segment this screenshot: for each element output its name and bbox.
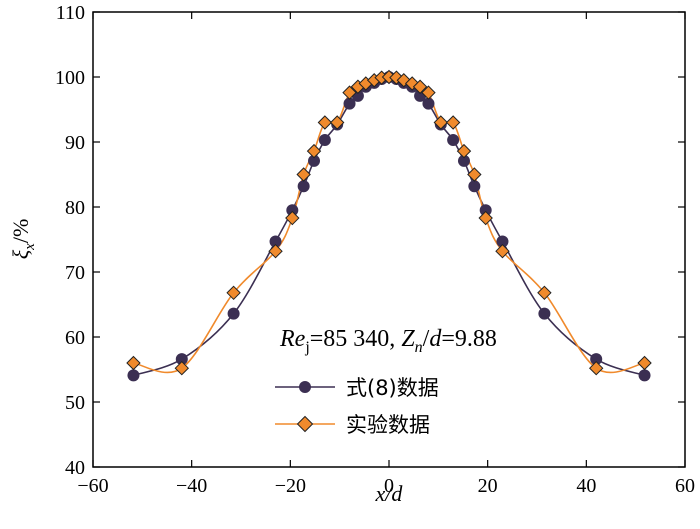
x-tick-labels: −60 −40 −20 0 20 40 60 (77, 475, 695, 497)
x-tick-label: 0 (384, 475, 394, 497)
data-point-diamond (588, 360, 604, 376)
y-tick-label: 110 (56, 2, 85, 24)
x-tick-label: 40 (576, 475, 596, 497)
data-point-circle (538, 307, 551, 320)
axis-ticks (92, 11, 686, 468)
data-point-diamond (306, 143, 322, 159)
y-tick-label: 50 (65, 392, 85, 414)
data-point-diamond (412, 79, 428, 94)
data-point-circle (638, 369, 651, 382)
data-point-diamond (317, 115, 333, 130)
data-point-diamond (329, 115, 345, 130)
data-point-diamond (296, 167, 311, 182)
data-point-circle (479, 204, 492, 217)
legend-marker-formula (299, 381, 311, 393)
series-layer (126, 69, 652, 382)
legend-marker-experiment (296, 415, 314, 433)
data-point-diamond (126, 355, 141, 371)
y-tick-label: 40 (65, 457, 85, 479)
data-point-circle (127, 369, 140, 382)
data-point-diamond (456, 143, 472, 159)
data-point-diamond (433, 115, 449, 130)
data-point-diamond (342, 85, 357, 100)
data-point-diamond (467, 167, 482, 182)
data-point-circle (286, 204, 299, 217)
y-axis-title: ξx/% (8, 219, 38, 260)
legend-label-experiment: 实验数据 (346, 413, 430, 437)
x-tick-label: −60 (77, 475, 108, 497)
annotation: Rej=85 340, Zn/d=9.88 (279, 326, 497, 356)
data-point-diamond (445, 115, 461, 130)
y-tick-label: 80 (65, 197, 85, 219)
data-point-diamond (537, 285, 552, 301)
data-point-circle (308, 154, 321, 167)
y-tick-label: 90 (65, 132, 85, 154)
data-point-diamond (174, 360, 190, 376)
data-point-circle (447, 134, 460, 147)
data-point-circle (457, 154, 470, 167)
data-point-diamond (637, 355, 652, 371)
data-point-diamond (285, 210, 300, 226)
data-point-diamond (478, 210, 493, 226)
data-point-circle (468, 180, 481, 193)
data-point-circle (590, 353, 603, 366)
data-point-circle (318, 134, 331, 147)
y-tick-label: 60 (65, 327, 85, 349)
data-point-circle (269, 235, 282, 248)
y-tick-labels: 40 50 60 70 80 90 100 110 (55, 2, 85, 479)
data-point-diamond (226, 285, 241, 301)
data-point-circle (343, 97, 356, 110)
x-tick-label: −20 (275, 475, 306, 497)
x-tick-label: −40 (176, 475, 207, 497)
legend: 式(8)数据 实验数据 (275, 376, 439, 437)
data-point-diamond (268, 243, 283, 259)
y-tick-label: 100 (55, 67, 85, 89)
data-point-diamond (495, 243, 510, 259)
data-point-circle (496, 235, 509, 248)
data-point-circle (227, 307, 240, 320)
data-point-circle (175, 353, 188, 366)
legend-label-formula: 式(8)数据 (346, 376, 439, 400)
data-point-diamond (421, 85, 436, 100)
x-axis-title: x/d (375, 481, 404, 506)
y-tick-label: 70 (65, 262, 85, 284)
x-tick-label: 20 (478, 475, 498, 497)
data-point-circle (422, 97, 435, 110)
data-point-circle (297, 180, 310, 193)
x-tick-label: 60 (675, 475, 695, 497)
